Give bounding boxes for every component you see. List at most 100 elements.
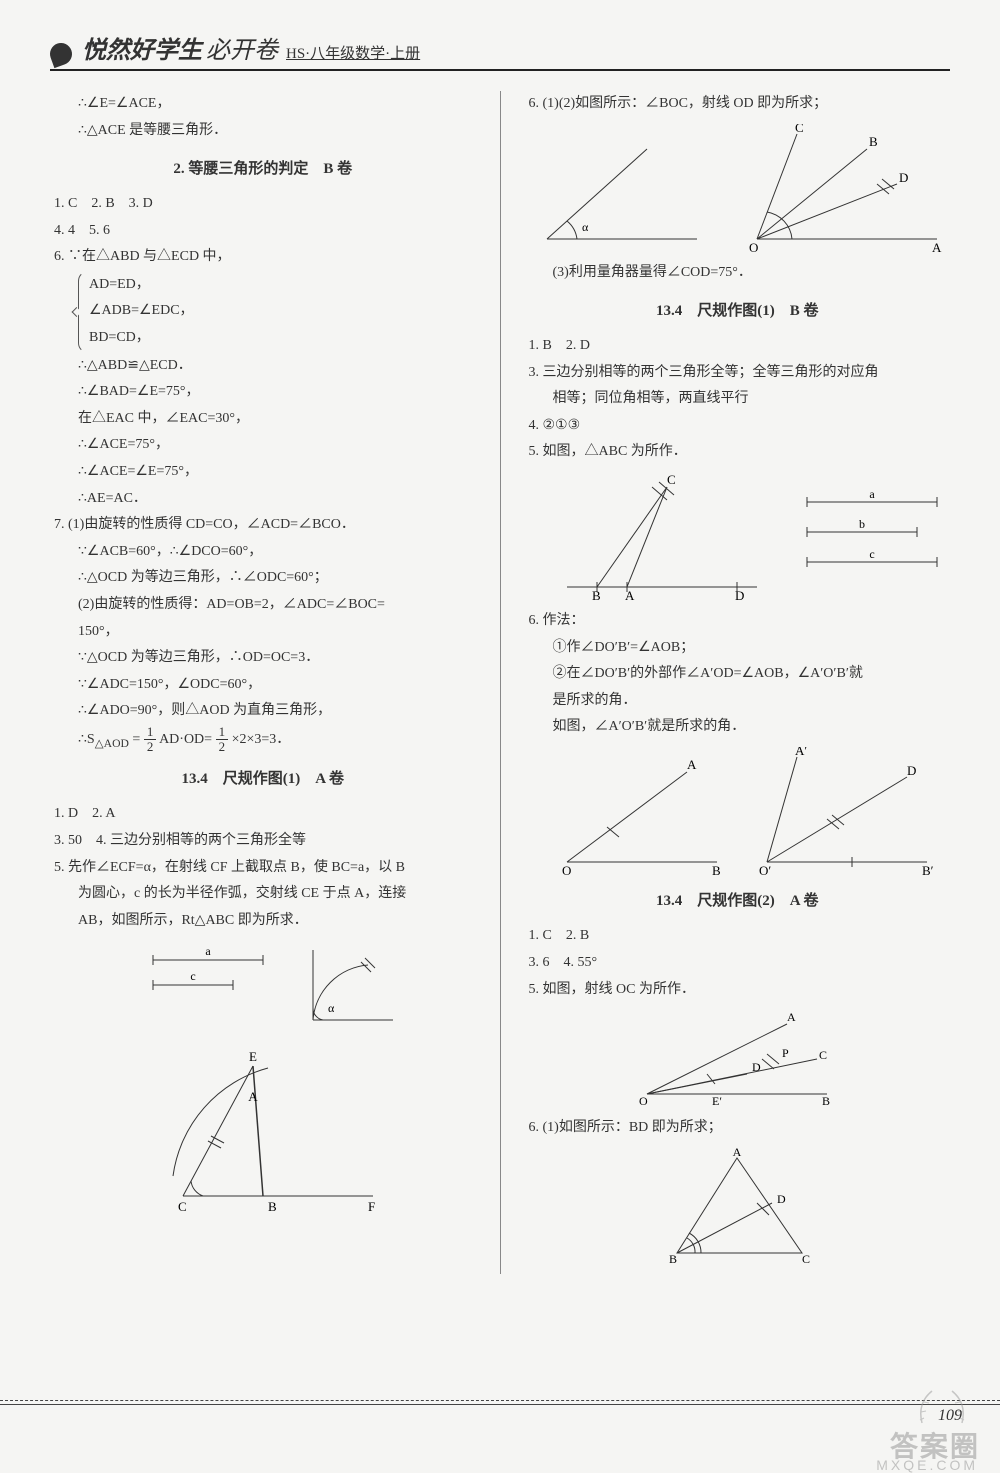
text-line: 7. (1)由旋转的性质得 CD=CO，∠ACD=∠BCO． [54,512,476,539]
answer-line: 1. D 2. A [54,801,476,828]
svg-text:B: B [669,1252,677,1266]
figure-angle-rays: α C B D A O [527,124,947,254]
t: AD·OD= [159,732,212,747]
svg-text:a: a [205,944,211,958]
figure-segments-arc: a c α [113,940,413,1040]
svg-text:α: α [328,1001,335,1015]
t: ∴S [78,732,95,747]
answer-line: 4. 4 5. 6 [54,218,476,245]
fraction: 12 [216,725,229,755]
text-line: ∴∠ACE=75°， [78,432,476,459]
brand-title: 悦然好学生 [82,30,202,65]
svg-text:O′: O′ [759,863,771,877]
svg-text:A: A [932,240,942,254]
figure-bisector: A D P C O E′ B [607,1009,867,1109]
answer-line: 1. C 2. B 3. D [54,191,476,218]
text-line: (2)由旋转的性质得：AD=OB=2，∠ADC=∠BOC= [78,592,476,619]
num: 1 [216,725,229,740]
figure-triangle-bd: A D B C [637,1148,837,1268]
den: 2 [144,740,157,754]
column-divider [500,91,501,1274]
svg-text:B: B [869,134,878,149]
text-line: 6. (1)(2)如图所示：∠BOC，射线 OD 即为所求； [529,91,951,118]
text-line: 相等；同位角相等，两直线平行 [553,386,951,413]
text-line: (3)利用量角器量得∠COD=75°． [553,260,951,287]
text-line: ∵△OCD 为等边三角形，∴OD=OC=3． [78,645,476,672]
svg-text:O: O [749,240,758,254]
answer-line: 1. C 2. B [529,923,951,950]
svg-text:A: A [733,1148,742,1159]
text-line: 5. 如图，△ABC 为所作． [529,439,951,466]
section-title: 13.4 尺规作图(1) B 卷 [525,297,951,326]
svg-text:A′: A′ [795,747,807,758]
brace-line: AD=ED， [89,272,476,299]
svg-text:D: D [752,1060,761,1074]
page-number: 109 [938,1407,962,1425]
text-line: ②在∠DO′B′的外部作∠A′OD=∠AOB，∠A′O′B′就 [553,661,951,688]
svg-text:C: C [819,1048,827,1062]
text-line: 5. 如图，射线 OC 为所作． [529,977,951,1004]
t: △AOD [95,737,129,750]
svg-text:B′: B′ [922,863,934,877]
svg-text:B: B [268,1199,277,1214]
svg-text:A: A [787,1010,796,1024]
formula-line: ∴S△AOD = 12 AD·OD= 12 ×2×3=3． [78,725,476,755]
text-line: 150°， [78,619,476,646]
header-tag: HS·八年级数学·上册 [286,46,420,62]
t: = [129,732,144,747]
den: 2 [216,740,229,754]
answer-line: 3. 50 4. 三边分别相等的两个三角形全等 [54,828,476,855]
left-column: ∴∠E=∠ACE， ∴△ACE 是等腰三角形． 2. 等腰三角形的判定 B 卷 … [50,91,476,1274]
footer-line [0,1404,1000,1405]
text-line: ∴∠ACE=∠E=75°， [78,459,476,486]
svg-text:D: D [735,588,744,602]
right-column: 6. (1)(2)如图所示：∠BOC，射线 OD 即为所求； α C B D A… [525,91,951,1274]
svg-text:D: D [907,763,916,778]
text-line: ∴△ABD≌△ECD． [78,353,476,380]
svg-text:a: a [870,487,876,501]
svg-text:A: A [687,757,697,772]
text-line: 如图，∠A′O′B′就是所求的角． [553,714,951,741]
text-line: 3. 三边分别相等的两个三角形全等；全等三角形的对应角 [529,360,951,387]
svg-text:C: C [178,1199,187,1214]
text-line: ∵∠ADC=150°，∠ODC=60°， [78,672,476,699]
section-title: 13.4 尺规作图(1) A 卷 [50,765,476,794]
text-line: 6. 作法： [529,608,951,635]
svg-text:D: D [899,170,908,185]
svg-text:E′: E′ [712,1094,722,1108]
svg-text:C: C [667,472,676,487]
answer-line: 1. B 2. D [529,333,951,360]
text-line: ∴△OCD 为等边三角形，∴∠ODC=60°； [78,565,476,592]
figure-triangle-arc: E A C B F [133,1046,393,1216]
text-line: 是所求的角． [553,688,951,715]
section-title: 2. 等腰三角形的判定 B 卷 [50,155,476,184]
text-line: AB，如图所示，Rt△ABC 即为所求． [78,908,476,935]
text-line: ∴∠ADO=90°，则△AOD 为直角三角形， [78,698,476,725]
svg-text:A: A [625,588,635,602]
page-header: 悦然好学生 必开卷 HS·八年级数学·上册 [50,30,950,71]
text-line: ∵∠ACB=60°，∴∠DCO=60°， [78,539,476,566]
text-line: 5. 先作∠ECF=α，在射线 CF 上截取点 B，使 BC=a，以 B [54,855,476,882]
figure-triangle-segments: C B A D a b c [527,472,947,602]
svg-text:P: P [782,1046,789,1060]
svg-text:b: b [859,517,865,531]
fraction: 12 [144,725,157,755]
brace-line: BD=CD， [89,325,476,352]
text-line: 为圆心，c 的长为半径作弧，交射线 CE 于点 A，连接 [78,881,476,908]
section-title: 13.4 尺规作图(2) A 卷 [525,887,951,916]
svg-text:c: c [190,969,195,983]
svg-text:α: α [582,220,589,234]
script-title: 必开卷 [206,30,278,65]
t: ×2×3=3． [232,732,291,747]
text-line: ∴AE=AC． [78,486,476,513]
text-line: ①作∠DO′B′=∠AOB； [553,635,951,662]
svg-text:F: F [368,1199,375,1214]
text-line: 在△EAC 中，∠EAC=30°， [78,406,476,433]
svg-text:B: B [822,1094,830,1108]
svg-text:O: O [562,863,571,877]
text-line: 6. (1)如图所示：BD 即为所求； [529,1115,951,1142]
svg-text:c: c [870,547,875,561]
brace-group: AD=ED， ∠ADB=∠EDC， BD=CD， [78,271,476,353]
answer-line: 6. ∵在△ABD 与△ECD 中， [54,244,476,271]
content-columns: ∴∠E=∠ACE， ∴△ACE 是等腰三角形． 2. 等腰三角形的判定 B 卷 … [50,91,950,1274]
